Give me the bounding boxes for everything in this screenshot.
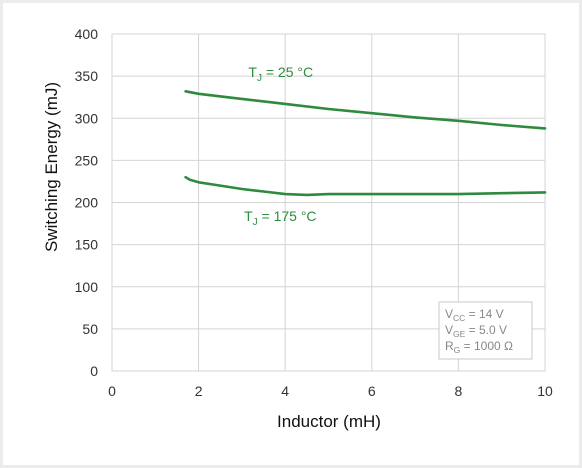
chart-panel: 0 50 100 150 200 250 300 350 400 0 2 4 6 8 10 Switchi… bbox=[3, 3, 579, 465]
y-tick-label: 200 bbox=[75, 195, 99, 211]
y-tick-label: 250 bbox=[75, 152, 99, 168]
y-tick-label: 0 bbox=[90, 363, 98, 379]
x-tick-label: 4 bbox=[281, 383, 289, 399]
x-tick-label: 2 bbox=[195, 383, 203, 399]
y-axis-label: Switching Energy (mJ) bbox=[42, 82, 61, 252]
y-tick-label: 100 bbox=[75, 279, 99, 295]
y-tick-label: 50 bbox=[82, 321, 98, 337]
switching-energy-chart: 0 50 100 150 200 250 300 350 400 0 2 4 6 8 10 Switchi… bbox=[42, 26, 553, 431]
condition-line-2: VGE = 5.0 V bbox=[445, 323, 507, 339]
y-tick-label: 150 bbox=[75, 237, 99, 253]
condition-line-1: VCC = 14 V bbox=[445, 307, 504, 323]
series-line-2 bbox=[184, 175, 547, 197]
conditions-box bbox=[438, 301, 533, 360]
series-annotations: TJ = 25 °C TJ = 175 °C bbox=[244, 64, 316, 228]
y-tick-label: 350 bbox=[75, 68, 99, 84]
x-axis-label: Inductor (mH) bbox=[277, 412, 381, 431]
condition-line-3: RG = 1000 Ω bbox=[445, 339, 513, 355]
series-lines bbox=[184, 90, 547, 197]
x-tick-labels: 0 2 4 6 8 10 bbox=[108, 383, 553, 399]
x-tick-label: 6 bbox=[368, 383, 376, 399]
grid bbox=[111, 33, 546, 372]
series-annotation-1: TJ = 25 °C bbox=[248, 64, 313, 84]
x-tick-label: 10 bbox=[537, 383, 553, 399]
series-line-1 bbox=[184, 90, 547, 130]
y-tick-label: 400 bbox=[75, 26, 99, 42]
x-tick-label: 0 bbox=[108, 383, 116, 399]
y-tick-labels: 0 50 100 150 200 250 300 350 400 bbox=[75, 26, 99, 379]
series-annotation-2: TJ = 175 °C bbox=[244, 208, 316, 228]
y-tick-label: 300 bbox=[75, 110, 99, 126]
x-tick-label: 8 bbox=[455, 383, 463, 399]
